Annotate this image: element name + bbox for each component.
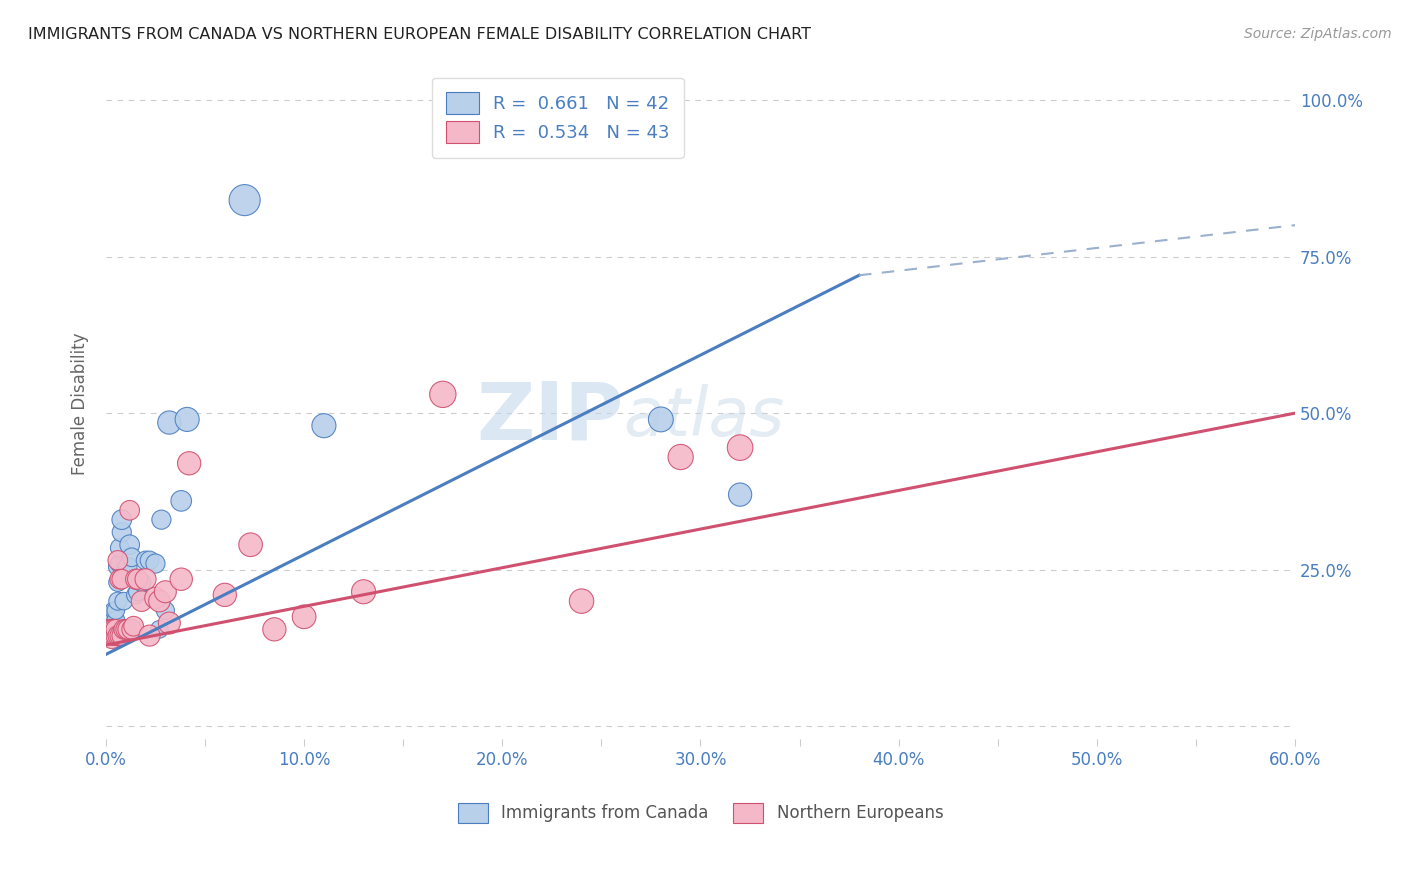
Point xyxy=(155,584,177,599)
Point xyxy=(103,603,125,617)
Y-axis label: Female Disability: Female Disability xyxy=(72,333,89,475)
Point xyxy=(353,584,375,599)
Point xyxy=(107,559,129,574)
Point xyxy=(214,588,236,602)
Text: ZIP: ZIP xyxy=(475,378,623,456)
Point xyxy=(312,418,335,433)
Point xyxy=(97,629,120,643)
Point xyxy=(176,412,198,426)
Point xyxy=(145,557,167,571)
Point xyxy=(107,575,129,590)
Point xyxy=(103,619,125,633)
Point xyxy=(150,513,173,527)
Point xyxy=(148,594,170,608)
Point xyxy=(114,623,136,637)
Point xyxy=(108,557,131,571)
Point xyxy=(117,623,139,637)
Point xyxy=(101,623,124,637)
Point xyxy=(131,575,153,590)
Point xyxy=(108,572,131,586)
Point xyxy=(104,629,127,643)
Point xyxy=(97,623,120,637)
Point xyxy=(432,387,454,401)
Point xyxy=(98,625,121,640)
Point xyxy=(111,525,134,540)
Point xyxy=(571,594,593,608)
Point xyxy=(121,550,143,565)
Point xyxy=(127,572,149,586)
Point xyxy=(107,594,129,608)
Point xyxy=(98,613,121,627)
Point xyxy=(111,572,134,586)
Point xyxy=(108,541,131,555)
Point xyxy=(263,623,285,637)
Point xyxy=(124,572,146,586)
Point xyxy=(112,594,135,608)
Point xyxy=(650,412,672,426)
Point xyxy=(114,563,136,577)
Point xyxy=(127,584,149,599)
Point xyxy=(101,625,124,640)
Point xyxy=(157,416,180,430)
Point xyxy=(233,193,256,207)
Point xyxy=(728,487,751,501)
Point xyxy=(104,603,127,617)
Point xyxy=(111,629,134,643)
Point xyxy=(98,623,121,637)
Point xyxy=(107,629,129,643)
Point xyxy=(122,619,145,633)
Point xyxy=(97,629,120,643)
Point xyxy=(728,441,751,455)
Point xyxy=(292,609,315,624)
Point xyxy=(170,572,193,586)
Point xyxy=(117,559,139,574)
Point xyxy=(101,616,124,631)
Point xyxy=(135,572,157,586)
Point xyxy=(98,619,121,633)
Point xyxy=(145,591,167,605)
Point xyxy=(104,623,127,637)
Point xyxy=(148,623,170,637)
Legend: Immigrants from Canada, Northern Europeans: Immigrants from Canada, Northern Europea… xyxy=(450,794,952,831)
Point xyxy=(108,629,131,643)
Point xyxy=(170,494,193,508)
Point xyxy=(97,623,120,637)
Point xyxy=(101,632,124,646)
Text: Source: ZipAtlas.com: Source: ZipAtlas.com xyxy=(1244,27,1392,41)
Point xyxy=(103,623,125,637)
Point xyxy=(179,456,201,470)
Point xyxy=(131,594,153,608)
Point xyxy=(98,629,121,643)
Point xyxy=(239,538,262,552)
Text: atlas: atlas xyxy=(623,384,785,450)
Point xyxy=(103,629,125,643)
Point xyxy=(104,613,127,627)
Point xyxy=(138,629,160,643)
Point xyxy=(124,588,146,602)
Point xyxy=(157,616,180,631)
Point xyxy=(103,609,125,624)
Point xyxy=(155,603,177,617)
Point xyxy=(107,553,129,567)
Point xyxy=(669,450,692,464)
Point xyxy=(112,623,135,637)
Point xyxy=(138,553,160,567)
Point xyxy=(118,503,141,517)
Point xyxy=(135,553,157,567)
Point xyxy=(111,513,134,527)
Point xyxy=(101,609,124,624)
Point xyxy=(118,538,141,552)
Point xyxy=(121,623,143,637)
Point xyxy=(101,623,124,637)
Text: IMMIGRANTS FROM CANADA VS NORTHERN EUROPEAN FEMALE DISABILITY CORRELATION CHART: IMMIGRANTS FROM CANADA VS NORTHERN EUROP… xyxy=(28,27,811,42)
Point xyxy=(114,623,136,637)
